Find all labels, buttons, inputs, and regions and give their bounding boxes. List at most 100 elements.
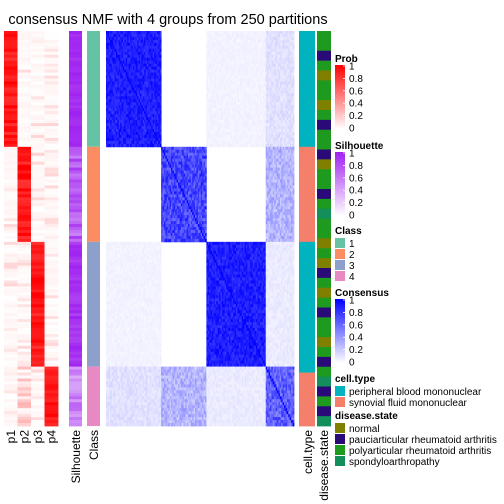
consensus-cell: [124, 66, 127, 71]
consensus-cell: [149, 81, 152, 85]
consensus-cell: [223, 114, 226, 118]
prob-cell: [17, 182, 32, 186]
prob-cell: [44, 102, 59, 106]
consensus-cell: [146, 33, 149, 38]
consensus-cell: [274, 81, 277, 85]
consensus-cell: [277, 111, 279, 115]
consensus-cell: [139, 78, 142, 82]
consensus-cell: [278, 105, 281, 109]
consensus-cell: [286, 54, 289, 59]
silhouette-cell: [69, 345, 82, 350]
consensus-cell: [128, 57, 131, 62]
consensus-cell: [248, 114, 251, 118]
consensus-cell: [226, 57, 228, 62]
consensus-cell: [233, 72, 236, 76]
consensus-cell: [117, 90, 120, 94]
consensus-cell: [248, 72, 251, 76]
consensus-cell: [236, 39, 238, 44]
consensus-cell: [125, 51, 128, 56]
consensus-cell: [227, 96, 230, 100]
consensus-cell: [288, 105, 291, 109]
consensus-cell: [151, 69, 154, 73]
consensus-cell: [138, 90, 141, 94]
consensus-cell: [238, 87, 241, 91]
consensus-cell: [228, 81, 231, 85]
consensus-cell: [236, 105, 238, 109]
consensus-cell: [282, 63, 285, 68]
consensus-cell: [236, 81, 238, 85]
consensus-cell: [141, 75, 144, 79]
consensus-cell: [134, 78, 137, 82]
consensus-cell: [281, 63, 284, 68]
consensus-cell: [236, 111, 238, 115]
consensus-cell: [268, 60, 271, 65]
consensus-cell: [214, 105, 217, 109]
consensus-cell: [122, 45, 125, 50]
consensus-cell: [233, 78, 236, 82]
consensus-cell: [127, 33, 130, 38]
consensus-cell: [216, 31, 219, 35]
consensus-cell: [130, 33, 132, 38]
consensus-cell: [137, 87, 139, 91]
prob-cell: [4, 48, 18, 53]
silhouette-cell: [69, 99, 82, 103]
prob-cell: [31, 45, 45, 50]
consensus-cell: [159, 90, 162, 94]
silhouette-cell: [69, 185, 82, 189]
prob-cell: [44, 123, 59, 127]
prob-cell: [4, 366, 18, 370]
prob-cell: [31, 393, 45, 397]
consensus-cell: [149, 99, 152, 103]
consensus-cell: [282, 42, 285, 47]
consensus-cell: [281, 75, 284, 79]
consensus-cell: [285, 87, 288, 91]
consensus-cell: [226, 69, 228, 73]
consensus-cell: [245, 57, 248, 62]
consensus-cell: [220, 36, 223, 41]
consensus-cell: [269, 63, 272, 68]
consensus-cell: [106, 84, 108, 88]
consensus-cell: [113, 36, 115, 41]
consensus-cell: [251, 108, 254, 112]
consensus-cell: [122, 48, 125, 53]
prob-cell: [4, 333, 18, 338]
consensus-cell: [271, 105, 274, 109]
prob-cell: [44, 75, 59, 79]
consensus-cell: [144, 39, 146, 44]
silhouette-cell: [69, 313, 82, 317]
consensus-cell: [110, 99, 113, 103]
consensus-cell: [271, 66, 274, 71]
consensus-cell: [274, 48, 277, 53]
consensus-cell: [240, 66, 243, 71]
consensus-cell: [277, 54, 279, 59]
consensus-cell: [292, 134, 295, 139]
consensus-cell: [125, 78, 128, 82]
consensus-cell: [282, 84, 285, 88]
consensus-cell: [253, 51, 255, 56]
consensus-cell: [107, 114, 110, 118]
prob-cell: [44, 298, 59, 302]
consensus-cell: [122, 39, 125, 44]
consensus-cell: [274, 90, 277, 94]
consensus-cell: [275, 57, 278, 62]
consensus-cell: [114, 111, 117, 115]
consensus-cell: [265, 36, 268, 41]
consensus-cell: [117, 60, 120, 65]
consensus-cell: [233, 69, 236, 73]
consensus-cell: [254, 66, 257, 71]
consensus-cell: [159, 84, 162, 88]
prob-cell: [4, 322, 18, 326]
prob-cell: [4, 140, 18, 145]
consensus-cell: [127, 51, 130, 56]
consensus-cell: [244, 39, 247, 44]
consensus-cell: [226, 105, 228, 109]
prob-cell: [44, 384, 59, 388]
prob-cell: [17, 134, 32, 139]
consensus-cell: [279, 33, 282, 38]
consensus-cell: [131, 99, 134, 103]
consensus-cell: [206, 63, 209, 68]
consensus-cell: [159, 117, 162, 121]
silhouette-cell: [69, 387, 82, 391]
consensus-cell: [159, 131, 162, 136]
consensus-cell: [247, 60, 250, 65]
